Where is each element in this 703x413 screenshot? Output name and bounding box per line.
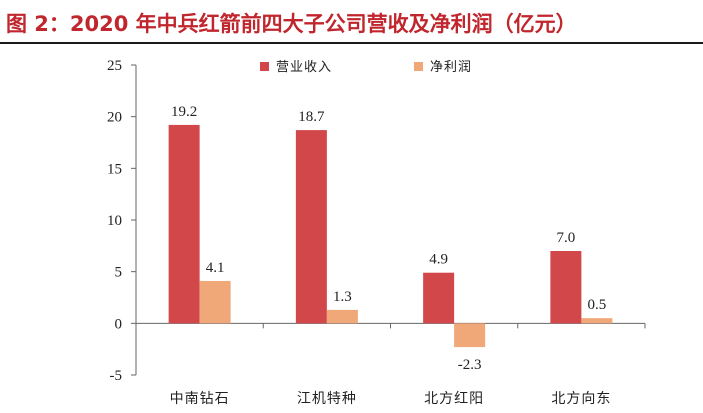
bar-revenue xyxy=(423,272,455,324)
y-tick-label: 25 xyxy=(107,58,122,74)
chart-legend: 营业收入 净利润 xyxy=(260,60,472,75)
x-tick-label: 北方向东 xyxy=(551,391,611,407)
bar-net-profit xyxy=(581,318,613,324)
y-tick-label: 20 xyxy=(107,110,122,126)
data-label: -2.3 xyxy=(458,357,482,373)
chart-labels: 19.2 4.1 中南钻石 18.7 1.3 江机特种 4.9 -2.3 北方红阳 7.0 0.5 北… xyxy=(170,104,611,407)
data-label: 1.3 xyxy=(333,289,352,305)
data-label: 19.2 xyxy=(171,104,197,120)
y-tick-label: 10 xyxy=(107,213,122,229)
data-label: 0.5 xyxy=(588,297,607,313)
legend-label: 净利润 xyxy=(430,60,472,75)
data-label: 4.1 xyxy=(206,260,225,276)
y-tick-label: 15 xyxy=(107,161,122,177)
bar-net-profit xyxy=(454,323,486,348)
y-tick-label: -5 xyxy=(110,368,123,384)
page-title: 图 2：2020 年中兵红箭前四大子公司营收及净利润（亿元） xyxy=(6,12,577,36)
x-tick-label: 北方红阳 xyxy=(424,391,484,407)
legend-swatch xyxy=(414,62,423,71)
legend-swatch xyxy=(260,62,269,71)
bar-net-profit xyxy=(199,280,231,324)
x-tick-label: 中南钻石 xyxy=(170,391,230,407)
bar-net-profit xyxy=(326,309,358,324)
bar-revenue xyxy=(550,251,582,324)
y-tick-label: 5 xyxy=(115,265,123,281)
data-label: 18.7 xyxy=(298,109,325,125)
bar-revenue xyxy=(295,130,327,324)
chart-bars xyxy=(168,124,613,348)
bar-revenue xyxy=(168,124,200,324)
y-tick-label: 0 xyxy=(115,316,123,332)
data-label: 4.9 xyxy=(429,252,448,268)
data-label: 7.0 xyxy=(557,230,576,246)
legend-label: 营业收入 xyxy=(276,60,332,75)
title-bar: 图 2：2020 年中兵红箭前四大子公司营收及净利润（亿元） xyxy=(0,0,703,44)
x-tick-label: 江机特种 xyxy=(297,391,357,407)
